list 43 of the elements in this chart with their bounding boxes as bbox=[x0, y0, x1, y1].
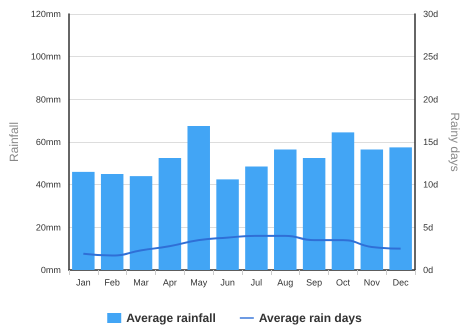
y-tick-label: 0mm bbox=[40, 265, 61, 275]
y2-tick-label: 30d bbox=[423, 9, 438, 19]
y2-tick-label: 10d bbox=[423, 180, 438, 190]
y2-tick-label: 5d bbox=[423, 222, 434, 232]
bar bbox=[216, 179, 239, 270]
y-tick-label: 40mm bbox=[36, 180, 61, 190]
bar bbox=[274, 149, 297, 270]
y-axis-title: Rainfall bbox=[7, 122, 21, 162]
y-tick-label: 100mm bbox=[30, 52, 61, 62]
bar bbox=[360, 149, 384, 270]
y2-tick-label: 25d bbox=[423, 52, 438, 62]
y2-tick-label: 15d bbox=[423, 137, 438, 147]
x-tick-label: May bbox=[190, 278, 208, 288]
bar bbox=[72, 172, 95, 270]
x-tick-label: Feb bbox=[104, 278, 120, 288]
y-tick-label: 60mm bbox=[36, 137, 61, 147]
x-tick-label: Jun bbox=[220, 278, 235, 288]
line-series bbox=[82, 234, 402, 256]
y-tick-label: 20mm bbox=[36, 222, 61, 232]
x-tick-label: Sep bbox=[306, 278, 322, 288]
bar bbox=[302, 158, 326, 270]
x-tick-label: Nov bbox=[364, 278, 380, 288]
x-tick-label: Jul bbox=[250, 278, 262, 288]
y-tick-label: 120mm bbox=[30, 9, 61, 19]
legend-label: Average rainfall bbox=[126, 311, 216, 325]
legend-label: Average rain days bbox=[258, 311, 362, 325]
y2-axis-title: Rainy days bbox=[448, 112, 462, 172]
x-tick-label: Aug bbox=[277, 278, 294, 288]
x-tick-label: Dec bbox=[392, 278, 410, 288]
bar bbox=[187, 126, 210, 270]
y2-tick-label: 0d bbox=[423, 265, 434, 275]
x-tick-label: Mar bbox=[133, 278, 149, 288]
bar bbox=[389, 147, 412, 270]
bar bbox=[130, 176, 152, 270]
bar bbox=[332, 132, 354, 270]
x-tick-label: Oct bbox=[336, 278, 350, 288]
x-tick-label: Jan bbox=[76, 278, 91, 288]
y-tick-label: 80mm bbox=[36, 94, 61, 104]
x-tick-label: Apr bbox=[162, 278, 177, 288]
bar bbox=[100, 174, 124, 270]
bar bbox=[245, 166, 268, 270]
bar bbox=[158, 158, 182, 270]
y2-tick-label: 20d bbox=[423, 94, 438, 104]
